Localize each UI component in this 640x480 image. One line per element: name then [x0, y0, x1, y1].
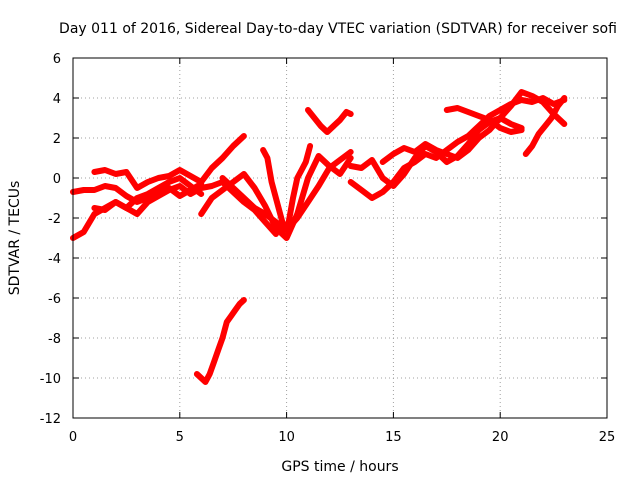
chart-title: Day 011 of 2016, Sidereal Day-to-day VTE… — [59, 21, 617, 37]
y-tick-label: -6 — [48, 292, 61, 307]
plot-frame — [72, 57, 608, 419]
y-tick-label: -12 — [40, 412, 61, 427]
x-tick-label: 0 — [69, 430, 77, 445]
x-tick-label: 25 — [599, 430, 616, 445]
y-tick-label: 4 — [53, 92, 61, 107]
series-track-2 — [91, 133, 247, 191]
series-track-13 — [522, 95, 568, 157]
y-tick-label: 6 — [53, 52, 61, 67]
series-track-5 — [198, 153, 354, 241]
x-axis-label: GPS time / hours — [281, 459, 398, 475]
data-series — [70, 89, 568, 385]
y-tick-label: 2 — [53, 132, 61, 147]
y-tick-label: -8 — [48, 332, 61, 347]
y-axis-label: SDTVAR / TECUs — [7, 181, 23, 296]
axis-ticks: 0 5 10 15 20 25 -12 -10 -8 -6 -4 -2 0 2 4 6 — [40, 52, 616, 445]
series-track-3 — [70, 175, 205, 241]
series-track-14 — [193, 297, 247, 385]
x-tick-label: 15 — [385, 430, 402, 445]
y-tick-label: -4 — [48, 252, 61, 267]
grid-lines — [73, 58, 607, 418]
y-tick-label: 0 — [53, 172, 61, 187]
series-track-12 — [443, 105, 525, 135]
x-tick-label: 20 — [492, 430, 509, 445]
series-track-9 — [347, 95, 568, 201]
series-track-11 — [379, 89, 568, 165]
series-track-8 — [305, 107, 354, 135]
x-tick-label: 5 — [176, 430, 184, 445]
x-tick-label: 10 — [278, 430, 295, 445]
series-track-7 — [260, 143, 314, 233]
y-tick-label: -2 — [48, 212, 61, 227]
y-tick-label: -10 — [40, 372, 61, 387]
